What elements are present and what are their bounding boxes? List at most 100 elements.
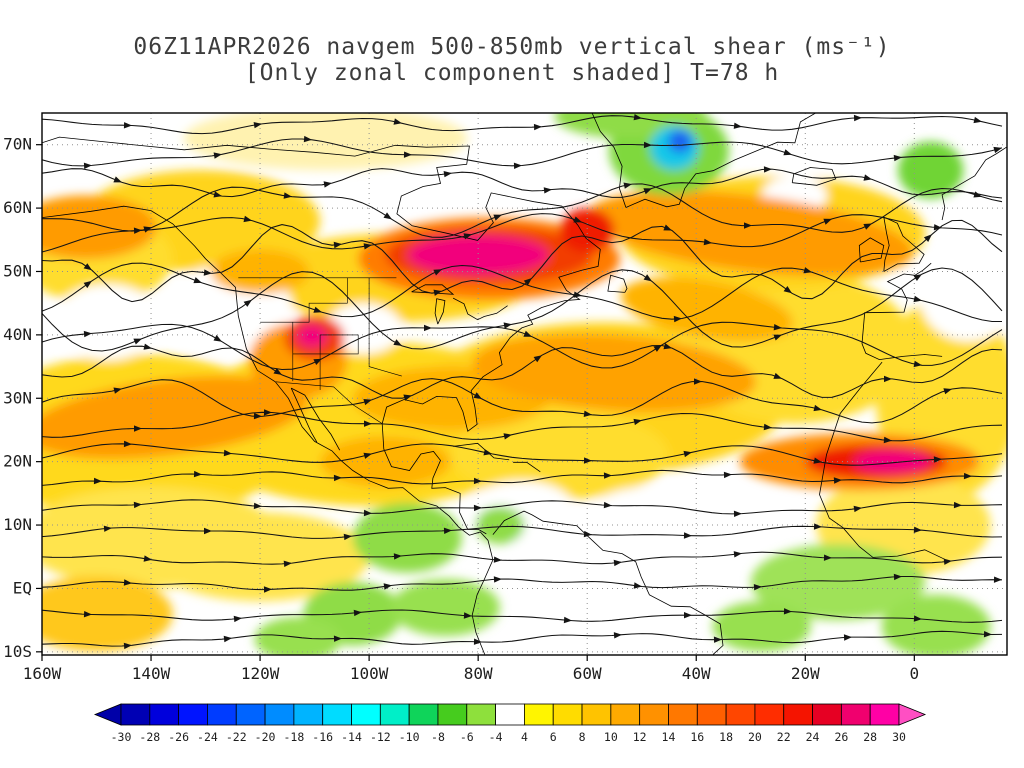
flow-arrow-icon xyxy=(123,642,132,650)
flow-arrow-icon xyxy=(473,638,482,645)
flow-arrow-icon xyxy=(433,269,442,276)
streamline xyxy=(42,321,1003,371)
colorbar-band xyxy=(639,703,669,726)
flow-arrow-icon xyxy=(773,372,782,379)
x-tick-label: 120W xyxy=(241,664,280,683)
flow-arrow-icon xyxy=(783,286,792,294)
flow-arrow-icon xyxy=(533,123,542,131)
gridlines xyxy=(42,113,1007,655)
flow-arrow-icon xyxy=(623,182,632,189)
colorbar-band xyxy=(869,703,900,726)
flow-arrow-icon xyxy=(643,141,652,149)
colorbar-band xyxy=(235,703,266,726)
flow-arrow-icon xyxy=(343,533,352,541)
flow-arrow-icon xyxy=(733,122,742,129)
y-tick-label: 10N xyxy=(3,515,32,534)
flow-arrow-icon xyxy=(83,330,92,338)
flow-arrow-icon xyxy=(443,527,452,534)
colorbar-tick-labels: -30 -28 -26 -24 -22 -20 -18 -16 -14 -12 -10 -8 -6 -4 4… xyxy=(111,730,906,744)
flow-arrow-icon xyxy=(213,152,222,159)
flow-arrow-icon xyxy=(683,450,692,458)
flow-arrow-icon xyxy=(113,387,122,394)
flow-arrow-icon xyxy=(133,338,142,345)
flow-arrow-icon xyxy=(333,241,342,249)
colorbar-tick-label: 14 xyxy=(662,730,676,744)
streamline xyxy=(42,168,1003,199)
flow-arrow-icon xyxy=(133,501,142,509)
flow-arrow-icon xyxy=(963,472,972,480)
flow-arrow-icon xyxy=(633,418,642,426)
flow-arrow-icon xyxy=(103,525,112,532)
x-tick-label: 40W xyxy=(682,664,711,683)
flow-arrow-icon xyxy=(223,449,232,457)
flow-arrow-icon xyxy=(424,324,432,332)
streamline xyxy=(42,213,1003,253)
flow-arrow-icon xyxy=(973,191,982,198)
flow-arrow-icon xyxy=(363,452,372,459)
flow-arrow-icon xyxy=(633,582,642,589)
flow-arrow-icon xyxy=(223,635,232,643)
flow-arrow-icon xyxy=(503,433,512,440)
flow-arrow-icon xyxy=(813,404,822,412)
flow-arrow-icon xyxy=(694,378,702,385)
streamline xyxy=(42,411,1003,442)
flow-arrow-icon xyxy=(744,222,752,229)
flow-arrow-icon xyxy=(943,388,952,395)
flow-arrow-icon xyxy=(133,227,142,234)
flow-arrow-icon xyxy=(813,523,822,530)
flow-arrow-icon xyxy=(273,368,282,375)
streamline xyxy=(42,575,1003,591)
flow-arrow-icon xyxy=(773,334,782,341)
flow-arrow-icon xyxy=(523,278,532,286)
flow-arrow-icon xyxy=(803,267,812,274)
colorbar-tick-label: -22 xyxy=(226,730,247,744)
flow-arrow-icon xyxy=(953,501,962,509)
flow-arrow-icon xyxy=(913,360,922,368)
flow-arrow-icon xyxy=(583,410,592,417)
colorbar-band xyxy=(379,703,410,726)
colorbar-tick-label: 8 xyxy=(579,730,586,744)
flow-arrow-icon xyxy=(283,192,292,199)
flow-arrow-icon xyxy=(983,631,992,638)
flow-arrow-icon xyxy=(353,609,362,617)
flow-arrow-icon xyxy=(143,343,152,350)
flow-arrow-icon xyxy=(853,114,862,122)
flow-arrow-icon xyxy=(573,216,582,223)
flow-arrow-icon xyxy=(993,146,1002,154)
colorbar-band xyxy=(437,703,468,726)
flow-arrow-icon xyxy=(204,527,212,535)
colorbar-tick-label: -16 xyxy=(312,730,333,744)
flow-arrow-icon xyxy=(443,171,452,178)
colorbar-band xyxy=(581,703,612,726)
streamline xyxy=(42,344,1003,399)
colorbar-band xyxy=(408,703,439,726)
colorbar-tick-label: 26 xyxy=(834,730,848,744)
streamline xyxy=(42,499,1003,515)
colorbar-band xyxy=(120,703,151,726)
flow-arrow-icon xyxy=(463,233,472,240)
flow-arrow-icon xyxy=(383,212,392,220)
flow-arrow-icon xyxy=(364,420,372,427)
colorbar-tick-label: -8 xyxy=(431,730,445,744)
flow-arrow-icon xyxy=(213,334,222,342)
flow-arrow-icon xyxy=(263,409,272,416)
colorbar-band xyxy=(207,703,237,726)
flow-arrow-icon xyxy=(863,174,872,181)
flow-arrow-icon xyxy=(203,269,212,276)
flow-arrow-icon xyxy=(883,436,892,444)
colorbar-tick-label: -4 xyxy=(489,730,503,744)
colorbar-band xyxy=(264,703,295,726)
streamline xyxy=(42,115,1003,135)
streamline xyxy=(42,267,1003,352)
flow-arrow-icon xyxy=(913,274,922,281)
flow-arrow-icon xyxy=(233,615,242,623)
flow-arrow-icon xyxy=(193,277,202,284)
map-canvas xyxy=(42,113,1007,655)
flow-arrow-icon xyxy=(933,456,942,463)
flow-arrow-icon xyxy=(643,274,652,282)
x-tick-label: 20W xyxy=(791,664,820,683)
flow-arrow-icon xyxy=(253,502,262,510)
flow-arrow-icon xyxy=(113,176,122,183)
flow-arrow-icon xyxy=(253,412,262,420)
